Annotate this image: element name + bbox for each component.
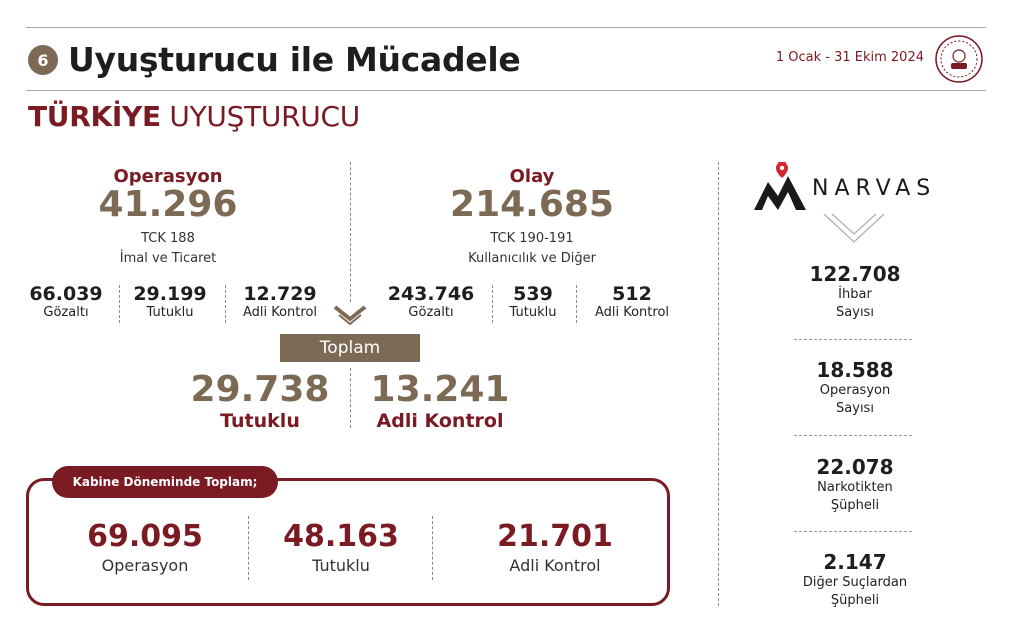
stat-value: 243.746 bbox=[387, 283, 475, 305]
narvas-value: 2.147 bbox=[823, 550, 887, 574]
stat-label: Gözaltı bbox=[43, 305, 89, 320]
kabine-item-adli: 21.701 Adli Kontrol bbox=[460, 519, 650, 576]
stat-label: Adli Kontrol bbox=[242, 305, 318, 320]
kabine-header: Kabine Döneminde Toplam; bbox=[52, 466, 278, 498]
narvas-label-line1: Operasyon bbox=[819, 383, 891, 398]
olay-law: TCK 190-191 bbox=[490, 231, 574, 246]
kabine-item-operasyon: 69.095 Operasyon bbox=[60, 519, 230, 576]
operasyon-law: TCK 188 bbox=[141, 231, 195, 246]
narvas-item-operasyon: 18.588 Operasyon Sayısı bbox=[790, 358, 920, 417]
kabine-label: Adli Kontrol bbox=[509, 556, 601, 575]
kabine-value: 69.095 bbox=[87, 519, 203, 554]
narvas-divider bbox=[794, 531, 912, 532]
narvas-value: 18.588 bbox=[816, 358, 894, 382]
olay-value: 214.685 bbox=[450, 184, 614, 225]
olay-label: Olay bbox=[509, 166, 555, 187]
narvas-label-line2: Sayısı bbox=[836, 400, 874, 416]
stat-label: Gözaltı bbox=[408, 305, 454, 320]
stat-value: 29.199 bbox=[133, 283, 207, 305]
stat-value: 512 bbox=[612, 283, 652, 305]
stat-value: 66.039 bbox=[29, 283, 103, 305]
kabine-label: Tutuklu bbox=[312, 556, 370, 575]
stat-divider bbox=[119, 285, 120, 323]
date-range: 1 Ocak - 31 Ekim 2024 bbox=[775, 50, 924, 65]
chevron-down-icon bbox=[333, 305, 367, 326]
narvas-label-line1: Diğer Suçlardan bbox=[802, 575, 908, 590]
subtitle-bold: TÜRKİYE bbox=[28, 100, 161, 133]
operasyon-stat-tutuklu: 29.199 Tutuklu bbox=[122, 283, 218, 320]
olay-desc: Kullanıcılık ve Diğer bbox=[468, 251, 596, 266]
operasyon-value: 41.296 bbox=[98, 184, 238, 225]
subtitle-rest: UYUŞTURUCU bbox=[160, 100, 360, 133]
ministry-seal-icon bbox=[935, 35, 983, 83]
narvas-brand: NARVAS bbox=[812, 176, 937, 201]
stat-label: Tutuklu bbox=[509, 305, 557, 320]
kabine-divider bbox=[248, 516, 249, 580]
right-column-divider bbox=[718, 162, 719, 606]
narvas-label-line2: Sayısı bbox=[836, 304, 874, 320]
center-divider bbox=[350, 162, 351, 302]
narvas-item-ihbar: 122.708 İhbar Sayısı bbox=[790, 262, 920, 321]
olay-stat-adli: 512 Adli Kontrol bbox=[580, 283, 684, 320]
narvas-divider bbox=[794, 339, 912, 340]
narvas-label-line1: Narkotikten bbox=[817, 480, 893, 495]
toplam-adli-label: Adli Kontrol bbox=[376, 410, 504, 432]
operasyon-stat-gozalti: 66.039 Gözaltı bbox=[18, 283, 114, 320]
page-title: Uyuşturucu ile Mücadele bbox=[68, 40, 521, 79]
toplam-bar: Toplam bbox=[280, 334, 420, 362]
stat-divider bbox=[225, 285, 226, 323]
olay-stat-tutuklu: 539 Tutuklu bbox=[496, 283, 570, 320]
narvas-divider bbox=[794, 435, 912, 436]
narvas-label-line2: Şüpheli bbox=[830, 497, 880, 513]
stat-value: 539 bbox=[513, 283, 553, 305]
chevron-down-icon bbox=[823, 213, 885, 243]
narvas-value: 122.708 bbox=[809, 262, 901, 286]
narvas-item-diger: 2.147 Diğer Suçlardan Şüpheli bbox=[780, 550, 930, 609]
stat-label: Tutuklu bbox=[146, 305, 194, 320]
section-number-badge: 6 bbox=[28, 45, 58, 75]
narvas-value: 22.078 bbox=[816, 455, 894, 479]
narvas-label-line1: İhbar bbox=[838, 287, 872, 302]
olay-stat-gozalti: 243.746 Gözaltı bbox=[376, 283, 486, 320]
stat-divider bbox=[576, 285, 577, 323]
kabine-value: 21.701 bbox=[497, 519, 613, 554]
kabine-value: 48.163 bbox=[283, 519, 399, 554]
narvas-logo-icon bbox=[754, 162, 806, 210]
narvas-label-line2: Şüpheli bbox=[830, 592, 880, 608]
stat-label: Adli Kontrol bbox=[594, 305, 670, 320]
operasyon-label: Operasyon bbox=[113, 166, 223, 187]
kabine-label: Operasyon bbox=[101, 556, 189, 575]
toplam-divider bbox=[350, 368, 351, 428]
kabine-divider bbox=[432, 516, 433, 580]
section-subtitle: TÜRKİYE UYUŞTURUCU bbox=[28, 100, 360, 133]
header-rule bbox=[26, 90, 986, 91]
kabine-box bbox=[26, 478, 670, 606]
operasyon-stat-adli: 12.729 Adli Kontrol bbox=[228, 283, 332, 320]
narvas-item-narkotik: 22.078 Narkotikten Şüpheli bbox=[790, 455, 920, 514]
stat-divider bbox=[492, 285, 493, 323]
toplam-tutuklu-value: 29.738 bbox=[190, 369, 330, 410]
operasyon-desc: İmal ve Ticaret bbox=[119, 251, 217, 266]
toplam-adli-value: 13.241 bbox=[370, 369, 510, 410]
toplam-tutuklu-label: Tutuklu bbox=[220, 410, 300, 432]
stat-value: 12.729 bbox=[243, 283, 317, 305]
top-rule bbox=[26, 27, 986, 28]
kabine-item-tutuklu: 48.163 Tutuklu bbox=[256, 519, 426, 576]
